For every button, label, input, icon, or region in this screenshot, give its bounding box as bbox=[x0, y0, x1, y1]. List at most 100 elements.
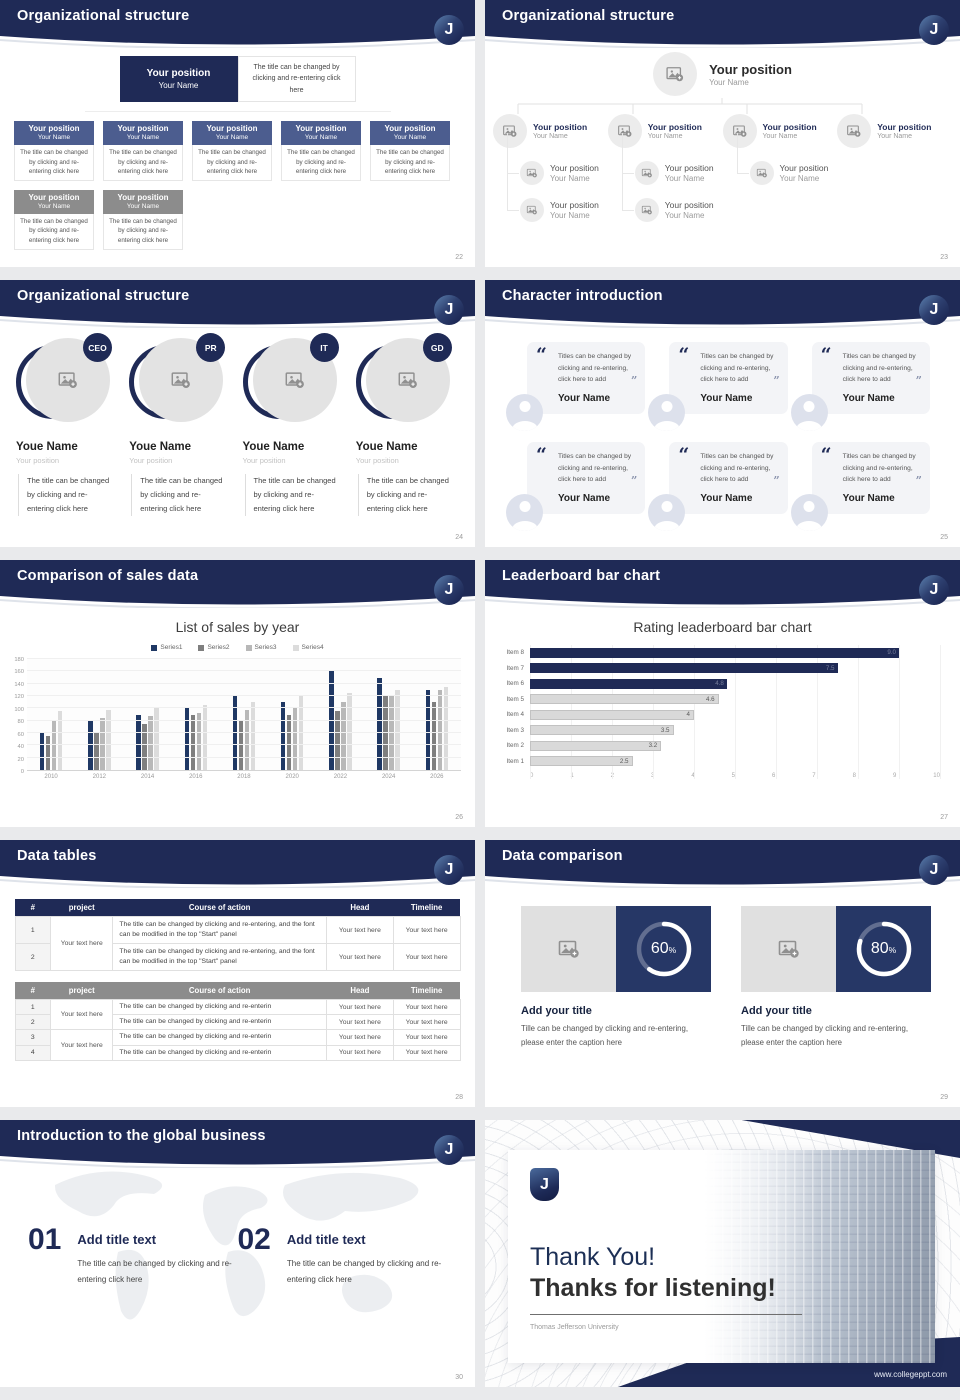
legend-label: Series4 bbox=[301, 644, 324, 651]
sub-text: Your position Your Name bbox=[550, 163, 599, 183]
bar-row: Item 5 4.6 bbox=[499, 692, 940, 708]
bar bbox=[244, 709, 250, 770]
slide-27-leaderboard-chart[interactable]: Leaderboard bar chart J Rating leaderboa… bbox=[485, 560, 960, 827]
slide-header: Organizational structure J bbox=[0, 280, 475, 328]
slide-23-org-structure-photos[interactable]: Organizational structure J Your position… bbox=[485, 0, 960, 267]
image-placeholder-glyph bbox=[847, 125, 861, 137]
org-sub-row-2: Your position Your Name Your position Your … bbox=[485, 170, 960, 222]
slide-header: Introduction to the global business J bbox=[0, 1120, 475, 1168]
slide-24-org-structure-members[interactable]: Organizational structure J CEO Youe Name Y… bbox=[0, 280, 475, 547]
x-tick-label: 2020 bbox=[285, 774, 299, 780]
member-note: The title can be changed by clicking and… bbox=[131, 474, 227, 516]
member-grid: CEO Youe Name Your position The title can b… bbox=[0, 328, 475, 516]
box-note: The title can be changed by clicking and… bbox=[192, 145, 272, 181]
close-quote-icon: ” bbox=[915, 374, 922, 387]
slide-22-org-structure-boxes[interactable]: Organizational structure J Your position… bbox=[0, 0, 475, 267]
row-number: 2 bbox=[14, 943, 52, 971]
y-tick-label: 60 bbox=[17, 731, 24, 738]
close-quote-icon: ” bbox=[773, 374, 780, 387]
data-table-2: # project Course of action Head Timeline 1 You… bbox=[14, 982, 461, 1061]
course-cell: The title can be changed by clicking and… bbox=[112, 943, 327, 971]
bar-row: Item 2 3.2 bbox=[499, 738, 940, 754]
person-name: Your Name bbox=[558, 492, 611, 504]
bar-groups bbox=[27, 659, 461, 770]
bar-group bbox=[184, 659, 208, 770]
bar bbox=[154, 707, 159, 770]
gridline bbox=[776, 645, 777, 779]
image-placeholder-glyph bbox=[285, 372, 304, 388]
person-name: Your Name bbox=[842, 492, 895, 504]
bar-group bbox=[280, 659, 304, 770]
org-box-header: Your position Your Name bbox=[281, 121, 361, 145]
member-column: CEO Youe Name Your position The title can b… bbox=[16, 333, 119, 516]
org-root-box: Your position Your Name bbox=[119, 56, 238, 102]
org-box-header: Your position Your Name bbox=[103, 189, 183, 214]
table-header-cell: # bbox=[15, 982, 51, 1000]
bar-value: 4.8 bbox=[715, 680, 724, 688]
slide-25-character-introduction[interactable]: Character introduction J “ Titles can be … bbox=[485, 280, 960, 547]
person-avatar-icon bbox=[506, 394, 543, 431]
course-cell: The title can be changed by clicking and… bbox=[112, 916, 327, 944]
box-name: Your Name bbox=[304, 134, 338, 141]
slide-28-data-tables[interactable]: Data tables J # project Course of action He… bbox=[0, 840, 475, 1107]
head-cell: Your text here bbox=[325, 916, 394, 944]
gridline bbox=[27, 744, 461, 746]
person-name: Your Name bbox=[700, 392, 753, 404]
card-media: 60% bbox=[521, 906, 711, 992]
bar-track: 2.5 bbox=[530, 756, 940, 767]
slide-29-data-comparison[interactable]: Data comparison J 60% Add your title Tille… bbox=[485, 840, 960, 1107]
table-header-cell: Timeline bbox=[393, 899, 460, 917]
slide-30-global-business[interactable]: Introduction to the global business J 01… bbox=[0, 1120, 475, 1387]
bar bbox=[39, 733, 45, 770]
box-name: Your Name bbox=[37, 134, 71, 141]
open-quote-icon: “ bbox=[678, 344, 690, 366]
website-url: www.collegeppt.com bbox=[874, 1370, 947, 1379]
person-name: Your Name bbox=[842, 392, 895, 404]
bar-group bbox=[377, 659, 400, 770]
bar-group bbox=[329, 659, 352, 770]
slide-title: Data tables bbox=[17, 848, 97, 864]
sub-position: Your position bbox=[664, 200, 714, 210]
bar-track: 4.6 bbox=[530, 694, 940, 705]
box-name: Your Name bbox=[126, 202, 160, 210]
box-position: Your position bbox=[295, 124, 347, 133]
card-title: Add your title bbox=[521, 1005, 592, 1017]
bar-label: Item 5 bbox=[506, 695, 525, 703]
row-number: 4 bbox=[14, 1044, 52, 1061]
box-position: Your position bbox=[206, 124, 258, 133]
member-name: Youe Name bbox=[355, 441, 418, 453]
bar-value: 7.5 bbox=[825, 664, 835, 672]
bar bbox=[190, 714, 196, 770]
bar bbox=[431, 702, 437, 770]
image-placeholder-icon bbox=[722, 114, 757, 148]
bar: 3.2 bbox=[530, 740, 662, 751]
x-tick-label: 6 bbox=[771, 773, 776, 779]
progress-ring bbox=[636, 921, 691, 977]
role-badge: GD bbox=[422, 333, 452, 362]
table-header-cell: Course of action bbox=[112, 899, 327, 917]
org-box: Your position Your Name The title can be c… bbox=[14, 189, 94, 250]
slide-26-sales-comparison-chart[interactable]: Comparison of sales data J List of sales… bbox=[0, 560, 475, 827]
branch-position: Your position bbox=[762, 122, 817, 132]
branch-text: Your position Your Name bbox=[877, 122, 931, 140]
table-header-cell: project bbox=[50, 982, 113, 1000]
row-number: 1 bbox=[14, 916, 52, 944]
slide-header: Comparison of sales data J bbox=[0, 560, 475, 608]
bar-value: 4 bbox=[686, 711, 690, 719]
org-box: Your position Your Name The title can be c… bbox=[192, 121, 272, 181]
bar-row: Item 4 4 bbox=[499, 707, 940, 723]
image-placeholder-glyph bbox=[526, 205, 537, 215]
org-box: Your position Your Name The title can be c… bbox=[103, 189, 183, 250]
org-box-header: Your position Your Name bbox=[14, 189, 94, 214]
image-placeholder-glyph bbox=[526, 168, 537, 178]
sub-position: Your position bbox=[664, 163, 714, 173]
slide-thank-you[interactable]: J Thank You! Thanks for listening! Thoma… bbox=[485, 1120, 960, 1387]
close-quote-icon: ” bbox=[773, 474, 780, 487]
sub-text: Your position Your Name bbox=[665, 200, 714, 220]
bar bbox=[280, 702, 286, 770]
bar-label: Item 8 bbox=[506, 649, 525, 657]
y-tick-label: 20 bbox=[17, 756, 24, 763]
member-figure: IT bbox=[242, 333, 339, 428]
branch-position: Your position bbox=[647, 122, 702, 132]
gridline bbox=[27, 658, 461, 659]
